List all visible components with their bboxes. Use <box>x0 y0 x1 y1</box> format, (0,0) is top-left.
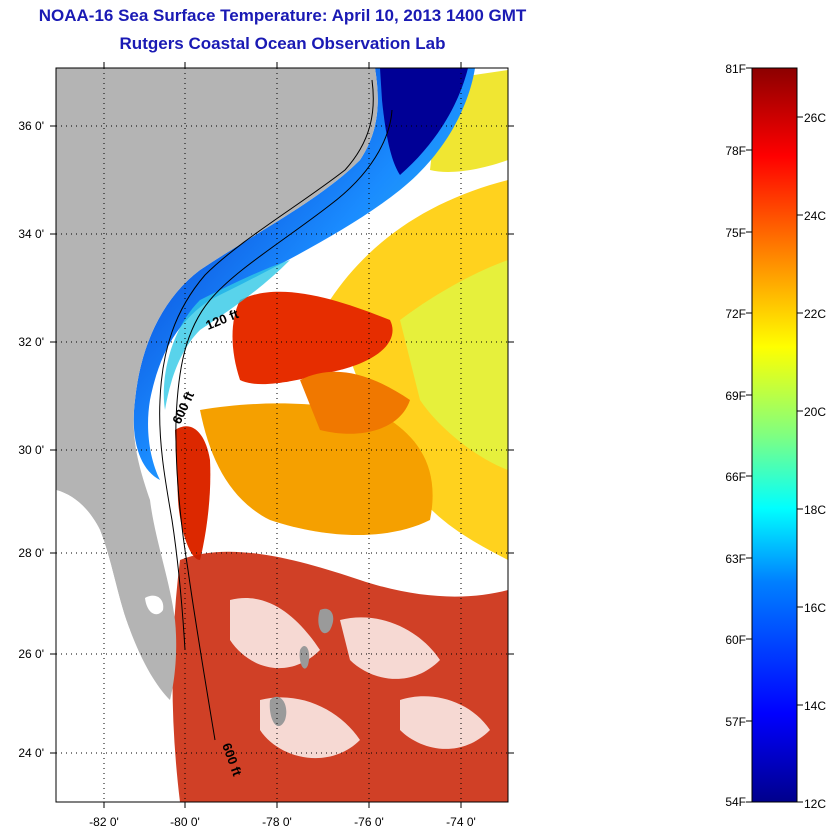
gulf-coast-water <box>56 490 130 650</box>
sst-map: 120 ft 600 ft 600 ft <box>56 68 508 802</box>
lon-label: -78 0' <box>262 815 292 829</box>
cyan-shelf-band <box>163 260 290 410</box>
lat-label: 30 0' <box>18 443 44 457</box>
south-orange-water <box>200 403 433 535</box>
colorbar-f-label: 60F <box>725 633 746 647</box>
contour-600ft <box>175 109 393 741</box>
colorbar-c-label: 20C <box>804 405 826 419</box>
lon-label: -74 0' <box>446 815 476 829</box>
contour-120ft <box>159 79 374 651</box>
lon-label: -76 0' <box>354 815 384 829</box>
cold-nearshore-water <box>380 68 468 175</box>
colorbar-c-label: 18C <box>804 503 826 517</box>
axis-ticks <box>50 62 514 808</box>
lat-label: 26 0' <box>18 647 44 661</box>
lat-label: 24 0' <box>18 746 44 760</box>
colorbar: 81F 78F 75F 72F 69F 66F 63F 60F 57F 54F … <box>725 62 826 811</box>
lat-label: 28 0' <box>18 546 44 560</box>
colorbar-c-label: 22C <box>804 307 826 321</box>
lat-label: 36 0' <box>18 119 44 133</box>
lat-label: 32 0' <box>18 335 44 349</box>
shelf-cold-water <box>133 68 475 480</box>
colorbar-f-label: 75F <box>725 226 746 240</box>
colorbar-f-label: 57F <box>725 715 746 729</box>
colorbar-f-label: 69F <box>725 389 746 403</box>
latitude-labels: 36 0' 34 0' 32 0' 30 0' 28 0' 26 0' 24 0… <box>18 119 44 760</box>
colorbar-f-label: 66F <box>725 470 746 484</box>
colorbar-f-label: 81F <box>725 62 746 76</box>
colorbar-f-label: 54F <box>725 795 746 809</box>
longitude-labels: -82 0' -80 0' -78 0' -76 0' -74 0' <box>89 815 476 829</box>
offshore-yellow-green-water <box>400 260 508 470</box>
lon-label: -82 0' <box>89 815 119 829</box>
gulf-stream-red <box>232 291 393 385</box>
bahamas-gaps <box>230 598 490 759</box>
colorbar-c-label: 14C <box>804 699 826 713</box>
bahamas-islands <box>269 608 334 727</box>
lat-lon-grid <box>56 68 508 802</box>
gulf-stream-red-south <box>175 426 211 560</box>
colorbar-c-label: 26C <box>804 111 826 125</box>
colorbar-f-label: 72F <box>725 307 746 321</box>
lat-label: 34 0' <box>18 227 44 241</box>
lon-label: -80 0' <box>170 815 200 829</box>
colorbar-f-label: 78F <box>725 144 746 158</box>
colorbar-ticks <box>746 67 803 803</box>
orange-filament <box>300 371 410 434</box>
land <box>56 68 378 700</box>
map-title: NOAA-16 Sea Surface Temperature: April 1… <box>38 6 527 25</box>
colorbar-c-label: 12C <box>804 797 826 811</box>
lake-okeechobee <box>145 595 164 615</box>
map-frame <box>55 67 509 803</box>
colorbar-gradient <box>751 67 798 803</box>
colorbar-f-label: 63F <box>725 552 746 566</box>
map-subtitle: Rutgers Coastal Ocean Observation Lab <box>119 34 446 53</box>
colorbar-c-label: 24C <box>804 209 826 223</box>
colorbar-c-label: 16C <box>804 601 826 615</box>
